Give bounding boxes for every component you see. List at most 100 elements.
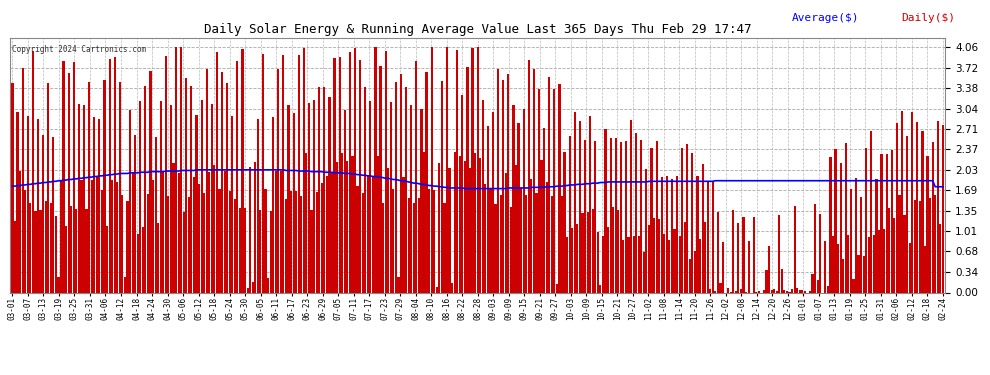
Bar bbox=[917, 122, 919, 292]
Bar bbox=[689, 259, 691, 292]
Bar bbox=[489, 189, 492, 292]
Bar bbox=[124, 277, 126, 292]
Bar bbox=[883, 229, 885, 292]
Bar bbox=[852, 279, 854, 292]
Bar bbox=[413, 202, 415, 292]
Bar bbox=[873, 236, 875, 292]
Bar bbox=[177, 172, 180, 292]
Bar bbox=[264, 189, 266, 292]
Bar bbox=[847, 234, 849, 292]
Bar bbox=[269, 211, 271, 292]
Bar bbox=[663, 234, 665, 292]
Bar bbox=[208, 172, 210, 292]
Bar bbox=[775, 291, 778, 292]
Bar bbox=[52, 137, 54, 292]
Bar bbox=[140, 100, 142, 292]
Bar bbox=[563, 152, 565, 292]
Bar bbox=[369, 101, 371, 292]
Bar bbox=[65, 226, 67, 292]
Bar bbox=[471, 48, 473, 292]
Bar bbox=[599, 285, 602, 292]
Bar bbox=[326, 176, 328, 292]
Bar bbox=[372, 176, 374, 292]
Bar bbox=[794, 206, 796, 292]
Bar bbox=[676, 176, 678, 292]
Bar bbox=[244, 208, 247, 292]
Bar bbox=[272, 117, 274, 292]
Bar bbox=[482, 100, 484, 292]
Bar bbox=[870, 130, 872, 292]
Bar bbox=[935, 195, 937, 292]
Bar bbox=[827, 286, 829, 292]
Bar bbox=[888, 208, 890, 292]
Bar bbox=[463, 162, 466, 292]
Bar bbox=[114, 57, 116, 292]
Bar bbox=[929, 198, 932, 292]
Bar bbox=[804, 291, 806, 292]
Bar bbox=[321, 183, 323, 292]
Bar bbox=[421, 109, 423, 292]
Bar bbox=[862, 255, 864, 292]
Bar bbox=[366, 175, 369, 292]
Bar bbox=[456, 50, 458, 292]
Bar bbox=[342, 153, 344, 292]
Bar bbox=[339, 57, 341, 292]
Bar bbox=[444, 203, 446, 292]
Bar bbox=[561, 196, 563, 292]
Bar bbox=[799, 290, 801, 292]
Bar bbox=[571, 228, 573, 292]
Bar bbox=[538, 89, 541, 292]
Bar bbox=[505, 173, 507, 292]
Bar bbox=[303, 48, 305, 292]
Bar bbox=[17, 112, 19, 292]
Bar bbox=[54, 216, 57, 292]
Bar bbox=[786, 291, 788, 292]
Bar bbox=[484, 184, 486, 292]
Bar bbox=[224, 171, 226, 292]
Bar bbox=[681, 148, 683, 292]
Bar bbox=[106, 226, 108, 292]
Bar bbox=[686, 144, 688, 292]
Bar bbox=[418, 198, 420, 292]
Bar bbox=[515, 165, 517, 292]
Bar bbox=[553, 88, 555, 292]
Bar bbox=[633, 236, 635, 292]
Bar bbox=[254, 162, 256, 292]
Bar bbox=[849, 189, 852, 292]
Bar bbox=[390, 102, 392, 292]
Bar bbox=[906, 136, 908, 292]
Bar bbox=[510, 207, 512, 292]
Bar bbox=[513, 105, 515, 292]
Bar bbox=[778, 215, 780, 292]
Bar bbox=[277, 69, 279, 292]
Bar bbox=[742, 217, 744, 292]
Bar bbox=[293, 113, 295, 292]
Bar bbox=[502, 80, 504, 292]
Bar bbox=[318, 87, 321, 292]
Bar bbox=[584, 140, 586, 292]
Bar bbox=[544, 128, 545, 292]
Bar bbox=[154, 137, 156, 292]
Bar bbox=[377, 156, 379, 292]
Bar bbox=[336, 162, 339, 292]
Bar bbox=[157, 224, 159, 292]
Bar bbox=[32, 51, 34, 292]
Bar bbox=[844, 142, 846, 292]
Bar bbox=[476, 47, 479, 292]
Bar bbox=[592, 209, 594, 292]
Bar bbox=[346, 160, 348, 292]
Bar bbox=[111, 180, 113, 292]
Bar bbox=[226, 82, 229, 292]
Bar bbox=[691, 153, 693, 292]
Bar bbox=[282, 56, 284, 292]
Bar bbox=[67, 73, 69, 292]
Bar bbox=[198, 184, 200, 292]
Bar bbox=[91, 180, 93, 292]
Bar bbox=[122, 195, 124, 292]
Bar bbox=[262, 54, 264, 292]
Bar bbox=[717, 212, 719, 292]
Bar bbox=[857, 255, 859, 292]
Bar bbox=[403, 177, 405, 292]
Bar bbox=[334, 58, 336, 292]
Bar bbox=[702, 165, 704, 292]
